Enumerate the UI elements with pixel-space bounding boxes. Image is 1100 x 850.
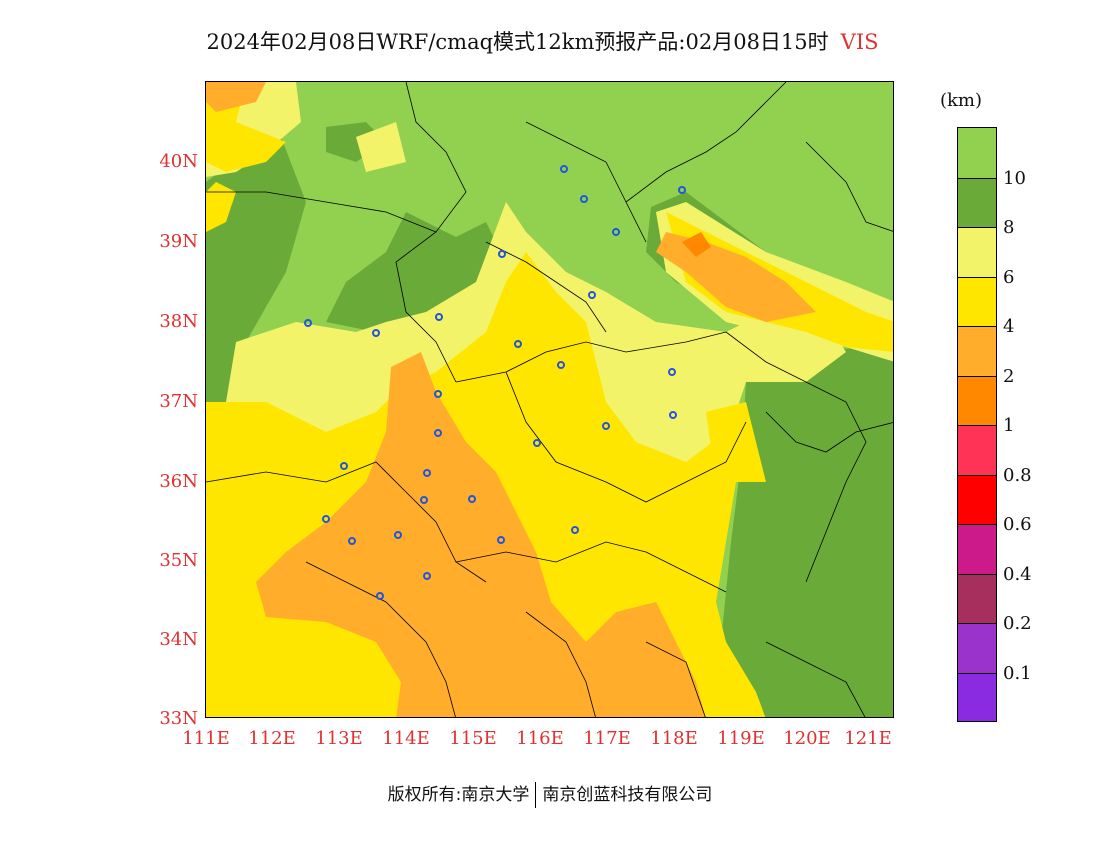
lat-label-39n: 39N — [159, 231, 198, 252]
colorbar — [957, 127, 997, 722]
lat-label-34n: 34N — [159, 629, 198, 650]
colorbar-label-0.2: 0.2 — [1003, 613, 1032, 634]
colorbar-label-2: 2 — [1003, 366, 1015, 387]
city-marker — [420, 496, 428, 504]
lon-label-116e: 116E — [516, 728, 564, 749]
city-marker — [468, 495, 476, 503]
city-marker — [533, 439, 541, 447]
city-markers — [304, 165, 686, 600]
colorbar-swatch-0.2-0.4 — [958, 574, 996, 623]
lon-label-120e: 120E — [783, 728, 831, 749]
lat-label-38n: 38N — [159, 311, 198, 332]
city-marker — [497, 536, 505, 544]
city-marker — [434, 390, 442, 398]
colorbar-label-4: 4 — [1003, 316, 1015, 337]
city-marker — [435, 313, 443, 321]
city-marker — [669, 411, 677, 419]
colorbar-swatch-0.6-0.8 — [958, 475, 996, 524]
colorbar-label-0.8: 0.8 — [1003, 465, 1032, 486]
lat-label-37n: 37N — [159, 391, 198, 412]
colorbar-swatch-gt10 — [958, 128, 996, 178]
colorbar-label-8: 8 — [1003, 217, 1015, 238]
lon-label-121e: 121E — [844, 728, 892, 749]
city-marker — [322, 515, 330, 523]
city-marker — [514, 340, 522, 348]
colorbar-label-0.1: 0.1 — [1003, 663, 1032, 684]
lon-label-112e: 112E — [248, 728, 296, 749]
colorbar-label-10: 10 — [1003, 168, 1026, 189]
lon-label-114e: 114E — [382, 728, 430, 749]
city-marker — [340, 462, 348, 470]
title-text: 2024年02月08日WRF/cmaq模式12km预报产品:02月08日15时 — [206, 30, 829, 54]
city-marker — [423, 469, 431, 477]
copyright: 版权所有:南京大学 南京创蓝科技有限公司 — [0, 780, 1100, 808]
lon-label-118e: 118E — [650, 728, 698, 749]
lat-label-35n: 35N — [159, 550, 198, 571]
city-marker — [498, 250, 506, 258]
city-marker — [588, 291, 596, 299]
city-marker — [304, 319, 312, 327]
colorbar-swatch-1-2 — [958, 376, 996, 425]
province-borders — [206, 82, 893, 717]
lon-label-117e: 117E — [583, 728, 631, 749]
colorbar-swatch-6-8 — [958, 227, 996, 277]
city-marker — [376, 592, 384, 600]
city-marker — [612, 228, 620, 236]
field-vis-1-2 — [682, 232, 711, 257]
colorbar-swatch-lt0.1 — [958, 673, 996, 721]
city-marker — [394, 531, 402, 539]
colorbar-label-1: 1 — [1003, 415, 1015, 436]
city-marker — [602, 422, 610, 430]
lat-label-33n: 33N — [159, 708, 198, 729]
colorbar-unit: (km) — [940, 90, 983, 111]
city-marker — [348, 537, 356, 545]
title-variable: VIS — [840, 30, 879, 54]
lon-label-115e: 115E — [449, 728, 497, 749]
colorbar-label-6: 6 — [1003, 267, 1015, 288]
colorbar-swatch-4-6 — [958, 277, 996, 326]
city-marker — [580, 195, 588, 203]
field-vis-2-4 — [206, 82, 816, 717]
city-marker — [560, 165, 568, 173]
city-marker — [668, 368, 676, 376]
colorbar-swatch-0.1-0.2 — [958, 623, 996, 673]
copyright-left: 版权所有:南京大学 — [387, 785, 530, 805]
colorbar-label-0.6: 0.6 — [1003, 514, 1032, 535]
city-marker — [678, 186, 686, 194]
colorbar-label-0.4: 0.4 — [1003, 564, 1032, 585]
lat-label-40n: 40N — [159, 151, 198, 172]
colorbar-swatch-8-10 — [958, 178, 996, 227]
colorbar-swatch-0.8-1 — [958, 425, 996, 475]
map-title: 2024年02月08日WRF/cmaq模式12km预报产品:02月08日15时 V… — [0, 26, 1085, 56]
city-marker — [571, 526, 579, 534]
city-marker — [557, 361, 565, 369]
lon-label-111e: 111E — [182, 728, 230, 749]
visibility-field — [206, 82, 893, 717]
lat-label-36n: 36N — [159, 471, 198, 492]
colorbar-swatch-2-4 — [958, 326, 996, 376]
copyright-right: 南京创蓝科技有限公司 — [542, 785, 713, 805]
colorbar-swatch-0.4-0.6 — [958, 524, 996, 574]
lon-label-119e: 119E — [717, 728, 765, 749]
city-marker — [423, 572, 431, 580]
copyright-separator — [535, 782, 537, 808]
visibility-map — [205, 81, 894, 718]
city-marker — [372, 329, 380, 337]
lon-label-113e: 113E — [315, 728, 363, 749]
city-marker — [434, 429, 442, 437]
